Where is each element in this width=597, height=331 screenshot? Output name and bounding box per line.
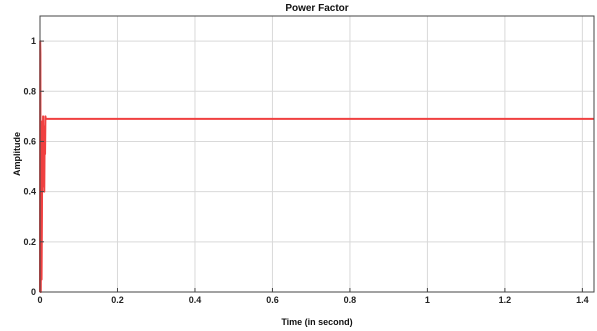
x-tick-label: 1.4 bbox=[576, 295, 589, 305]
chart-title: Power Factor bbox=[285, 3, 348, 14]
x-tick-label: 0.4 bbox=[189, 295, 202, 305]
plot-area bbox=[40, 16, 594, 292]
y-tick-label: 0.8 bbox=[23, 86, 36, 96]
x-tick-label: 1 bbox=[425, 295, 430, 305]
y-axis-label: Amplitude bbox=[12, 132, 22, 176]
x-axis-label: Time (in second) bbox=[281, 317, 352, 327]
plot-frame bbox=[39, 15, 595, 293]
x-tick-label: 1.2 bbox=[499, 295, 512, 305]
x-tick-label: 0 bbox=[37, 295, 42, 305]
x-tick-label: 0.8 bbox=[344, 295, 357, 305]
y-tick-label: 0.2 bbox=[23, 237, 36, 247]
x-tick-label: 0.6 bbox=[266, 295, 279, 305]
data-layer bbox=[39, 40, 594, 293]
y-tick-label: 0.6 bbox=[23, 136, 36, 146]
y-tick-label: 0.4 bbox=[23, 187, 36, 197]
y-tick-label: 1 bbox=[31, 36, 36, 46]
x-tick-label: 0.2 bbox=[111, 295, 124, 305]
axis-ticks: 0 0.2 0.4 0.6 0.8 1 1.2 1.4 0 0.2 0.4 0.6 0.8 1 bbox=[23, 36, 588, 305]
y-tick-label: 0 bbox=[31, 287, 36, 297]
series-line bbox=[39, 40, 594, 293]
